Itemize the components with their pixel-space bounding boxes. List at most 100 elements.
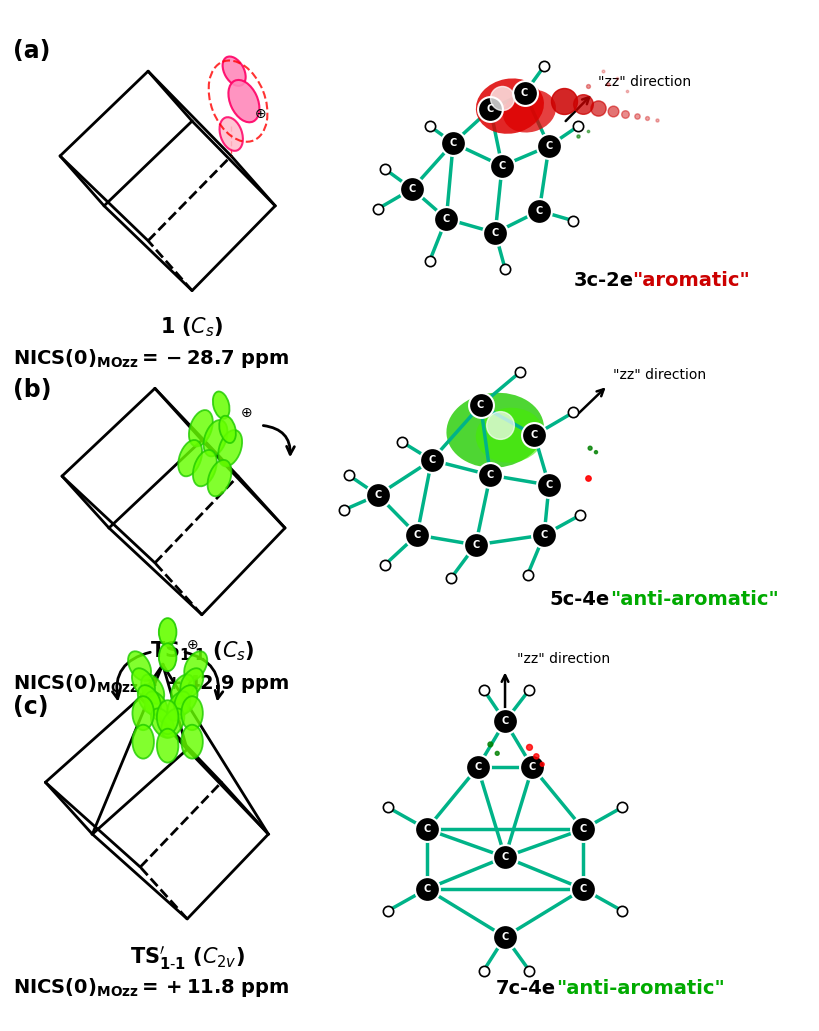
Text: C: C — [545, 480, 552, 490]
Point — [518, 85, 531, 101]
Ellipse shape — [133, 725, 154, 759]
Point — [535, 756, 548, 772]
Text: $\oplus$: $\oplus$ — [254, 107, 266, 121]
Point — [381, 799, 394, 816]
Ellipse shape — [188, 410, 213, 446]
Text: "anti-aromatic": "anti-aromatic" — [555, 979, 724, 998]
Text: C: C — [486, 104, 493, 114]
Point — [610, 70, 623, 87]
Point — [498, 713, 511, 730]
Text: C: C — [545, 141, 552, 151]
Point — [532, 202, 545, 219]
Text: C: C — [540, 530, 547, 540]
Ellipse shape — [203, 420, 227, 457]
Ellipse shape — [181, 696, 202, 730]
Ellipse shape — [475, 78, 543, 134]
Ellipse shape — [184, 652, 207, 680]
Ellipse shape — [475, 407, 544, 463]
Ellipse shape — [178, 440, 201, 476]
Ellipse shape — [156, 700, 179, 734]
Point — [493, 417, 506, 433]
Text: C: C — [449, 138, 456, 148]
Ellipse shape — [181, 725, 202, 759]
Point — [477, 963, 490, 979]
Text: $\mathbf{TS_{1\text{-}1}\ (}$$\mathit{C}_s$$\mathbf{)}$: $\mathbf{TS_{1\text{-}1}\ (}$$\mathit{C}… — [149, 639, 254, 663]
Point — [640, 110, 653, 127]
Text: C: C — [520, 88, 527, 98]
Text: "zz" direction: "zz" direction — [597, 75, 690, 89]
Point — [473, 397, 486, 413]
Text: C: C — [408, 184, 415, 194]
Point — [378, 557, 391, 573]
Point — [615, 903, 628, 920]
Text: "zz" direction: "zz" direction — [516, 652, 609, 666]
Text: C: C — [500, 717, 508, 727]
Point — [571, 128, 584, 144]
Point — [495, 158, 508, 174]
Point — [498, 261, 511, 277]
Ellipse shape — [161, 708, 184, 738]
Point — [396, 434, 409, 451]
Text: C: C — [423, 884, 430, 894]
Ellipse shape — [159, 619, 176, 646]
Ellipse shape — [145, 692, 168, 721]
Ellipse shape — [219, 118, 242, 151]
Ellipse shape — [132, 668, 155, 698]
Ellipse shape — [222, 57, 246, 86]
Text: C: C — [472, 540, 479, 550]
Point — [618, 106, 631, 123]
Text: C: C — [498, 161, 505, 171]
Ellipse shape — [133, 696, 154, 730]
Point — [529, 749, 542, 765]
Text: (a): (a) — [13, 39, 51, 63]
Point — [620, 82, 633, 99]
Point — [605, 103, 618, 120]
Text: $\oplus$: $\oplus$ — [239, 406, 251, 421]
Point — [581, 78, 594, 95]
Point — [630, 108, 643, 125]
Point — [527, 427, 541, 443]
Text: C: C — [428, 455, 435, 465]
Point — [495, 90, 508, 106]
Point — [542, 138, 555, 155]
Text: $\mathbf{NICS(0)_{MOzz} = +42.9\ ppm}$: $\mathbf{NICS(0)_{MOzz} = +42.9\ ppm}$ — [13, 671, 289, 695]
Point — [590, 100, 604, 117]
Point — [419, 880, 432, 897]
Ellipse shape — [141, 674, 164, 704]
Point — [576, 880, 589, 897]
Text: "anti-aromatic": "anti-aromatic" — [609, 591, 777, 609]
Text: C: C — [486, 470, 493, 480]
Text: C: C — [530, 430, 537, 440]
Point — [446, 135, 459, 152]
Ellipse shape — [219, 415, 236, 443]
Text: C: C — [423, 824, 430, 834]
Text: C: C — [500, 932, 508, 942]
Point — [581, 470, 594, 487]
Ellipse shape — [159, 643, 176, 671]
Point — [483, 467, 496, 484]
Point — [371, 487, 384, 503]
Ellipse shape — [151, 708, 174, 738]
Ellipse shape — [171, 674, 194, 704]
Text: $\oplus$: $\oplus$ — [186, 637, 198, 652]
Point — [542, 476, 555, 493]
Ellipse shape — [174, 686, 197, 714]
Ellipse shape — [138, 686, 161, 714]
Text: (b): (b) — [13, 378, 52, 402]
Point — [649, 111, 663, 128]
Point — [513, 364, 526, 380]
Text: $\mathbf{NICS(0)_{MOzz} = -28.7\ ppm}$: $\mathbf{NICS(0)_{MOzz} = -28.7\ ppm}$ — [13, 347, 289, 370]
Text: $\mathbf{NICS(0)_{MOzz} = +11.8\ ppm}$: $\mathbf{NICS(0)_{MOzz} = +11.8\ ppm}$ — [13, 975, 288, 999]
Ellipse shape — [192, 450, 216, 487]
Point — [444, 569, 457, 586]
Text: C: C — [413, 530, 420, 540]
Point — [576, 821, 589, 837]
Text: 7c-4e: 7c-4e — [495, 979, 554, 998]
Text: C: C — [477, 400, 484, 410]
Point — [468, 537, 482, 554]
Text: $\mathbf{1\ (}$$\mathit{C}_s$$\mathbf{)}$: $\mathbf{1\ (}$$\mathit{C}_s$$\mathbf{)}… — [161, 315, 224, 339]
Ellipse shape — [213, 392, 229, 419]
Point — [523, 681, 536, 698]
Ellipse shape — [446, 393, 544, 468]
Ellipse shape — [218, 430, 242, 466]
